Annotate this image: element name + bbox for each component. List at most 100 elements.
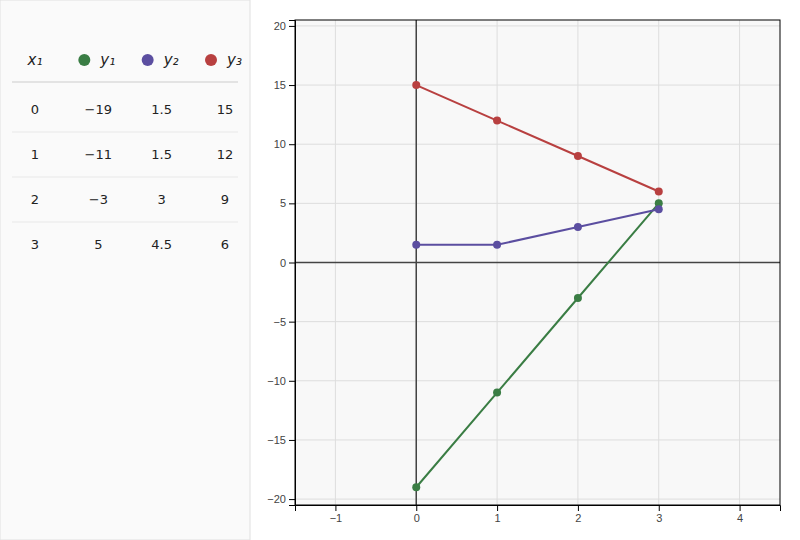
table-cell: −19 xyxy=(85,102,112,117)
grid-line-y xyxy=(295,203,780,204)
table-cell: 6 xyxy=(221,237,229,252)
table-cell: 4.5 xyxy=(151,237,172,252)
table-cell: 1.5 xyxy=(151,102,172,117)
tick-label: 20 xyxy=(274,20,286,32)
plot-area xyxy=(295,20,780,505)
tick: 10 xyxy=(274,138,295,150)
series-line xyxy=(416,85,659,191)
data-table: x₁y₁y₂y₃0−191.5151−111.5122−339354.56 xyxy=(0,0,250,540)
series-line xyxy=(416,209,659,244)
series-point xyxy=(574,223,582,231)
tick-label: −20 xyxy=(267,493,286,505)
tick-mark xyxy=(289,440,295,441)
tick: 1 xyxy=(495,505,501,524)
series-point xyxy=(493,389,501,397)
tick-label: 2 xyxy=(575,512,581,524)
tick: −1 xyxy=(330,505,343,524)
table-cell: 3 xyxy=(31,237,39,252)
table-header: x₁ xyxy=(27,51,43,69)
zero-line-y xyxy=(295,262,780,264)
tick: −15 xyxy=(267,434,295,446)
series-point xyxy=(412,241,420,249)
tick: 4 xyxy=(737,505,743,524)
tick: 5 xyxy=(280,197,295,209)
grid-line-y xyxy=(295,499,780,500)
tick: −20 xyxy=(267,493,295,505)
grid-line-y xyxy=(295,85,780,86)
series-point xyxy=(493,241,501,249)
table-cell: −11 xyxy=(85,147,112,162)
legend-entry: y₃ xyxy=(226,51,242,69)
tick-label: 0 xyxy=(414,512,420,524)
tick-label: 5 xyxy=(280,197,286,209)
tick-label: −5 xyxy=(273,316,286,328)
tick-mark xyxy=(497,505,498,511)
tick-mark xyxy=(335,505,336,511)
tick: 20 xyxy=(274,20,295,32)
series-point xyxy=(655,188,663,196)
tick: 0 xyxy=(280,257,295,269)
table-cell: 3 xyxy=(158,192,166,207)
tick-mark xyxy=(289,499,295,500)
tick-label: 0 xyxy=(280,257,286,269)
series-line xyxy=(416,203,659,487)
y-axis: −20 −15 −10 −5 0 5 10 15 20 xyxy=(267,20,295,506)
x-axis: −1 0 1 2 3 4 xyxy=(296,505,781,524)
grid-line-y xyxy=(295,144,780,145)
table-cell: −3 xyxy=(89,192,108,207)
plot-background xyxy=(295,20,780,505)
series-point xyxy=(574,152,582,160)
table-separator xyxy=(12,177,238,178)
axis-line xyxy=(296,506,781,512)
tick-mark xyxy=(289,203,295,204)
series-marks xyxy=(412,81,663,491)
tick-label: 4 xyxy=(737,512,743,524)
tick-mark xyxy=(289,263,295,264)
series-point xyxy=(655,205,663,213)
tick: −5 xyxy=(273,316,295,328)
tick-label: −1 xyxy=(330,512,343,524)
series-point xyxy=(574,294,582,302)
legend-swatch xyxy=(205,54,217,66)
grid-line-y xyxy=(295,321,780,322)
table-cell: 2 xyxy=(31,192,39,207)
tick-mark xyxy=(289,85,295,86)
table-separator xyxy=(12,222,238,223)
plot-frame xyxy=(295,20,780,505)
grid xyxy=(295,20,780,505)
tick-label: 1 xyxy=(495,512,501,524)
tick-mark xyxy=(289,26,295,27)
grid-line-y xyxy=(295,380,780,381)
table-cell: 0 xyxy=(31,102,39,117)
tick: 0 xyxy=(414,505,420,524)
tick-mark xyxy=(416,505,417,511)
legend-swatch xyxy=(78,54,90,66)
table-separator xyxy=(12,82,238,83)
table-cell: 5 xyxy=(94,237,102,252)
tick-mark xyxy=(289,322,295,323)
tick-mark xyxy=(740,505,741,511)
table-cell: 9 xyxy=(221,192,229,207)
series-point xyxy=(412,81,420,89)
tick-label: 10 xyxy=(274,138,286,150)
table-background xyxy=(0,0,250,540)
tick: −10 xyxy=(267,375,295,387)
table-cell: 15 xyxy=(217,102,234,117)
table-cell: 1 xyxy=(31,147,39,162)
table-separator xyxy=(12,132,238,133)
tick-mark xyxy=(659,505,660,511)
series-point xyxy=(412,483,420,491)
table-cell: 1.5 xyxy=(151,147,172,162)
tick-label: −15 xyxy=(267,434,286,446)
tick-label: 15 xyxy=(274,79,286,91)
tick-mark xyxy=(578,505,579,511)
table-cell: 12 xyxy=(217,147,234,162)
tick-mark xyxy=(289,381,295,382)
chart: x₁y₁y₂y₃0−191.5151−111.5122−339354.56−10… xyxy=(0,0,800,540)
tick-label: −10 xyxy=(267,375,286,387)
tick: 3 xyxy=(656,505,662,524)
tick-label: 3 xyxy=(656,512,662,524)
series-point xyxy=(493,117,501,125)
tick: 2 xyxy=(575,505,581,524)
legend-entry: y₁ xyxy=(99,51,115,69)
